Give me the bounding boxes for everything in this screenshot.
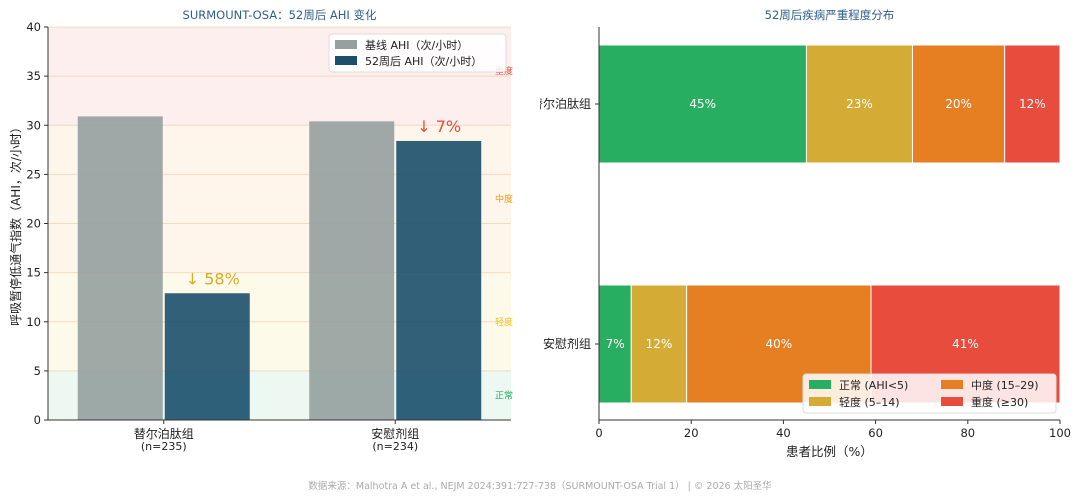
legend-swatch-0 (335, 40, 357, 49)
x-tick-label-0: 0 (595, 426, 602, 440)
y-tick-label-1: 安慰剂组 (543, 336, 591, 351)
y-tick-label-4: 20 (26, 217, 41, 231)
chart-title: 52周后疾病严重程度分布 (765, 8, 895, 22)
legend-label-0: 正常 (AHI<5) (839, 379, 908, 392)
severity-band-label-0: 正常 (495, 389, 513, 401)
bar-0-0 (77, 116, 163, 420)
chart-title: SURMOUNT-OSA：52周后 AHI 变化 (183, 8, 377, 22)
x-tick-label-4: 80 (960, 426, 975, 440)
y-tick-label-0: 0 (34, 413, 41, 427)
x-tick-label-1-0: 安慰剂组 (371, 426, 419, 441)
legend-swatch-1 (809, 397, 831, 406)
data-label-0-3: 12% (1019, 97, 1046, 111)
legend-label-3: 重度 (≥30) (971, 395, 1028, 409)
y-axis-label: 呼吸暂停低通气指数（AHI，次/小时） (8, 121, 23, 326)
y-tick-label-8: 40 (26, 20, 41, 34)
x-tick-label-3: 60 (868, 426, 883, 440)
y-tick-label-3: 15 (26, 266, 41, 280)
stack-bar-1-0 (598, 284, 632, 404)
reduction-label-1: ↓ 7% (417, 117, 461, 136)
stack-bar-0-1 (805, 44, 913, 164)
y-tick-label-6: 30 (26, 118, 41, 132)
bar-1-0 (164, 293, 250, 420)
data-label-1-2: 40% (765, 337, 792, 351)
stack-bar-0-0 (598, 44, 807, 164)
legend-swatch-1 (335, 56, 357, 65)
legend-label-0: 基线 AHI（次/小时） (365, 38, 468, 52)
legend-box (802, 373, 1057, 414)
legend-swatch-0 (809, 380, 831, 389)
data-label-1-0: 7% (606, 337, 625, 351)
data-label-0-1: 23% (846, 97, 873, 111)
reduction-label-0: ↓ 58% (186, 269, 240, 288)
severity-band-label-2: 中度 (495, 193, 513, 205)
x-tick-label-2: 40 (776, 426, 791, 440)
y-tick-label-0: 替尔泊肽组 (540, 96, 591, 111)
ahi-change-chart: 正常轻度中度重度↓ 58%替尔泊肽组(n=235)↓ 7%安慰剂组(n=234)… (8, 8, 513, 453)
x-tick-label-5: 100 (1049, 426, 1071, 440)
stack-bar-0-3 (1004, 44, 1061, 164)
x-tick-label-1: 20 (684, 426, 699, 440)
y-tick-label-2: 10 (26, 315, 41, 329)
severity-distribution-chart: 45% 23% 20% 12% 替尔泊肽组 7% 12% 40% 41% 安慰剂组 0 20 40 60 8… (540, 8, 1071, 459)
x-tick-label-0-1: (n=235) (141, 440, 187, 453)
legend-swatch-2 (941, 380, 963, 389)
footer-source: 数据来源：Malhotra A et al., NEJM 2024;391:72… (308, 481, 772, 492)
x-axis-label: 患者比例（%） (786, 444, 873, 459)
legend-label-2: 中度 (15–29) (971, 378, 1039, 392)
stack-bar-1-1 (630, 284, 688, 404)
x-tick-label-1-1: (n=234) (372, 440, 418, 453)
y-tick-label-7: 35 (26, 69, 41, 83)
y-tick-label-1: 5 (34, 364, 41, 378)
bar-1-1 (396, 140, 482, 420)
stack-bar-0-2 (911, 44, 1006, 164)
legend-label-1: 52周后 AHI（次/小时） (365, 54, 482, 68)
data-label-0-2: 20% (945, 97, 972, 111)
bar-0-1 (309, 121, 395, 420)
x-tick-label-0-0: 替尔泊肽组 (134, 426, 194, 441)
data-label-0-0: 45% (689, 97, 716, 111)
legend-box (328, 33, 507, 73)
data-label-1-3: 41% (952, 337, 979, 351)
legend-swatch-3 (941, 397, 963, 406)
data-label-1-1: 12% (646, 337, 673, 351)
legend-label-1: 轻度 (5–14) (839, 395, 900, 409)
y-tick-label-5: 25 (26, 167, 41, 181)
